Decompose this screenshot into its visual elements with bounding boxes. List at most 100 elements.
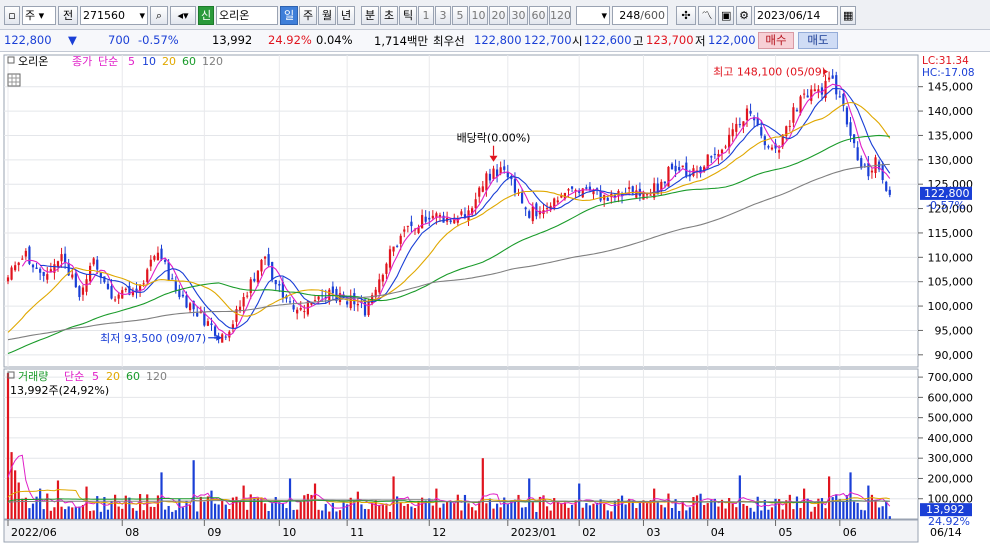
trend-icon[interactable]: 〽	[698, 6, 716, 25]
stock-chart[interactable]: 2022/06 08 09 10 11 12 2023/01 02 03 04 05 06 145,00…	[0, 52, 990, 544]
candle-body	[474, 199, 477, 209]
candle-body	[831, 75, 834, 79]
bar-count-field[interactable]: 248/600	[612, 6, 668, 25]
volume-bar	[410, 506, 413, 519]
date-field[interactable]: 2023/06/14	[754, 6, 838, 25]
volume-bar	[603, 503, 606, 519]
volume-bar	[495, 503, 499, 519]
quote-turnover: 0.04%	[316, 33, 353, 47]
volume-bar	[528, 478, 531, 519]
candle-body	[685, 162, 688, 176]
volume-legend-toggle-icon[interactable]	[7, 371, 15, 379]
candle-body	[60, 254, 63, 262]
volume-bar	[695, 495, 699, 519]
volume-y-tick-label: 400,000	[928, 432, 974, 445]
minute-tab[interactable]: 1	[418, 6, 434, 25]
volume-bar	[549, 510, 552, 519]
candle-body	[485, 173, 488, 191]
candle-body	[396, 245, 399, 247]
minute-tab[interactable]: 30	[509, 6, 528, 25]
minute-tab[interactable]: 3	[435, 6, 451, 25]
candle-body	[242, 296, 245, 307]
volume-bar	[71, 507, 74, 519]
price-pane-title: 오리온	[18, 55, 48, 68]
minute-tab[interactable]: 20	[489, 6, 508, 25]
volume-bar	[260, 497, 263, 519]
minute-tab[interactable]: 5	[452, 6, 468, 25]
period-tab[interactable]: 초	[380, 6, 398, 25]
volume-bar	[542, 495, 545, 519]
sell-button[interactable]: 매도	[798, 32, 838, 49]
volume-y-tick-label: 500,000	[928, 412, 974, 425]
speaker-icon[interactable]: ◂▾	[170, 6, 196, 25]
x-tick-label: 03	[646, 526, 660, 539]
volume-bar	[146, 494, 149, 519]
window-menu-icon[interactable]: ▫	[4, 6, 20, 25]
buy-button[interactable]: 매수	[758, 32, 794, 49]
volume-bar	[581, 507, 584, 519]
candle-body	[756, 117, 759, 126]
volume-y-tick-label: 100,000	[928, 493, 974, 506]
period-tab[interactable]: 분	[361, 6, 379, 25]
candle-body	[453, 218, 456, 224]
volume-bar	[685, 510, 688, 519]
volume-bar	[81, 504, 85, 519]
candle-body	[392, 246, 395, 252]
candle-body	[256, 270, 259, 283]
candle-body	[206, 321, 210, 326]
x-axis-strip	[3, 519, 919, 543]
candle-body	[313, 300, 317, 302]
price-gridlines	[4, 55, 918, 367]
x-tick-label: 12	[432, 526, 446, 539]
period-tab[interactable]: 일	[280, 6, 298, 25]
volume-bar	[524, 507, 527, 519]
candle-body	[820, 87, 824, 95]
period-tab[interactable]: 월	[318, 6, 336, 25]
period-tab[interactable]: 주	[299, 6, 317, 25]
volume-bar	[306, 493, 309, 519]
x-tick-label: 04	[711, 526, 725, 539]
candle-body	[178, 289, 181, 298]
candle-body	[731, 129, 734, 137]
minute-tab[interactable]: 120	[549, 6, 571, 25]
crosshair-icon[interactable]: ✣	[676, 6, 696, 25]
minute-tab[interactable]: 10	[469, 6, 488, 25]
volume-bar	[149, 506, 152, 519]
candle-body	[14, 265, 17, 271]
period-tab[interactable]: 틱	[399, 6, 417, 25]
candle-body	[442, 215, 445, 223]
period-tab[interactable]: 년	[337, 6, 355, 25]
new-badge: 신	[198, 6, 214, 25]
gear-icon[interactable]: ⚙	[736, 6, 752, 25]
volume-bar	[274, 497, 277, 519]
legend-toggle-icon[interactable]	[7, 56, 15, 64]
stock-code-input[interactable]: 271560 ▾	[80, 6, 148, 25]
candle-body	[613, 195, 616, 198]
candle-body	[17, 262, 20, 266]
volume-bar	[324, 503, 327, 519]
volume-bar	[731, 503, 734, 519]
calendar-icon[interactable]: ▦	[840, 6, 856, 25]
search-icon[interactable]: ⌕	[150, 6, 168, 25]
volume-bar	[506, 503, 509, 519]
stock-name-field[interactable]: 오리온	[216, 6, 278, 25]
candle-body	[303, 311, 306, 313]
quote-amount: 1,714백만	[374, 34, 429, 48]
candle-body	[281, 282, 284, 298]
volume-bar	[881, 506, 884, 519]
volume-bar	[717, 506, 720, 519]
minute-tab[interactable]: 60	[529, 6, 548, 25]
candle-body	[728, 134, 731, 148]
save-icon[interactable]: ▣	[718, 6, 734, 25]
interval-select[interactable]: ▾	[576, 6, 610, 25]
volume-bar	[813, 506, 816, 519]
grid-toggle-icon[interactable]	[7, 73, 21, 87]
volume-bar	[181, 507, 185, 519]
jeon-button[interactable]: 전	[58, 6, 78, 25]
volume-bar	[378, 505, 381, 519]
candle-body	[381, 274, 384, 282]
candle-body	[371, 295, 374, 304]
candle-body	[24, 250, 27, 257]
candle-body	[703, 166, 706, 172]
chart-type-select[interactable]: 주 ▾	[22, 6, 56, 25]
